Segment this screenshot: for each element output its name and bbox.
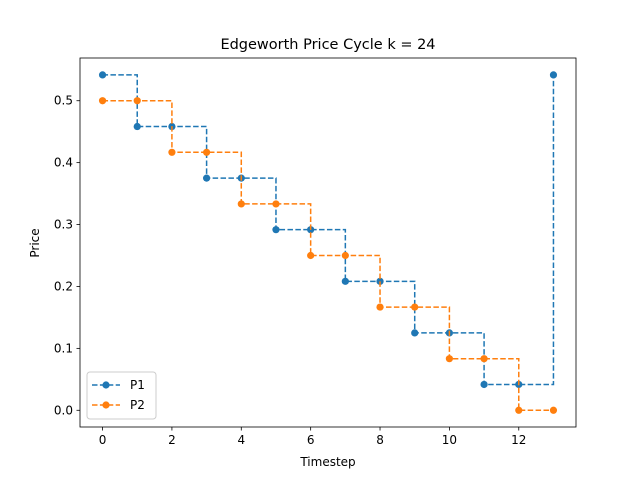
- data-point-p2: [237, 200, 245, 208]
- data-point-p2: [307, 251, 315, 260]
- x-tick-label: 4: [237, 433, 245, 447]
- y-tick-label: 0.5: [54, 94, 73, 108]
- series-layer: [98, 71, 558, 414]
- data-point-p2: [168, 148, 176, 156]
- data-point-p2: [445, 355, 453, 363]
- series-p2: [98, 97, 558, 414]
- legend-label: P2: [130, 398, 145, 412]
- data-point-p1: [341, 277, 349, 285]
- data-point-p1: [376, 277, 384, 285]
- data-point-p2: [480, 355, 488, 363]
- data-point-p2: [133, 97, 141, 105]
- plot-frame: [79, 57, 577, 428]
- y-tick-label: 0.3: [54, 218, 73, 232]
- data-point-p1: [203, 174, 211, 182]
- data-point-p1: [411, 329, 419, 337]
- legend-frame: [86, 371, 157, 420]
- legend-entry-p1: P1: [92, 378, 145, 392]
- legend-label: P1: [130, 378, 145, 392]
- series-line-p1: [102, 74, 555, 386]
- plot-area: [80, 58, 576, 427]
- data-point-p2: [376, 303, 384, 311]
- x-tick-label: 2: [168, 433, 176, 447]
- legend-marker: [102, 401, 110, 409]
- y-tick-label: 0.2: [54, 279, 73, 293]
- data-point-p2: [549, 406, 558, 414]
- data-point-p1: [98, 71, 107, 79]
- data-point-p2: [203, 148, 211, 156]
- data-point-p2: [515, 406, 523, 414]
- x-axis-ticks: 0 2 4 6 8 10 12: [99, 427, 526, 447]
- data-point-p1: [133, 122, 141, 131]
- data-point-p2: [98, 97, 107, 105]
- x-tick-label: 12: [511, 433, 526, 447]
- chart-title: Edgeworth Price Cycle k = 24: [220, 37, 435, 53]
- x-axis-label: Timestep: [299, 455, 355, 469]
- data-point-p2: [272, 200, 280, 208]
- y-tick-label: 0.1: [54, 341, 73, 355]
- x-tick-label: 6: [307, 433, 315, 447]
- data-point-p1: [480, 380, 488, 389]
- series-line-p2: [102, 99, 554, 412]
- legend-entry-p2: P2: [92, 398, 145, 412]
- data-point-p2: [341, 251, 349, 260]
- data-point-p1: [272, 226, 280, 234]
- x-tick-label: 10: [442, 433, 457, 447]
- legend-marker: [102, 381, 110, 389]
- x-tick-label: 8: [376, 433, 384, 447]
- data-point-p2: [411, 303, 419, 311]
- y-tick-label: 0.4: [54, 156, 73, 170]
- y-axis-ticks: 0.0 0.1 0.2 0.3 0.4 0.5: [54, 94, 80, 417]
- data-point-p1: [549, 71, 558, 79]
- x-tick-label: 0: [99, 433, 107, 447]
- y-axis-label: Price: [28, 228, 42, 257]
- y-tick-label: 0.0: [54, 403, 73, 417]
